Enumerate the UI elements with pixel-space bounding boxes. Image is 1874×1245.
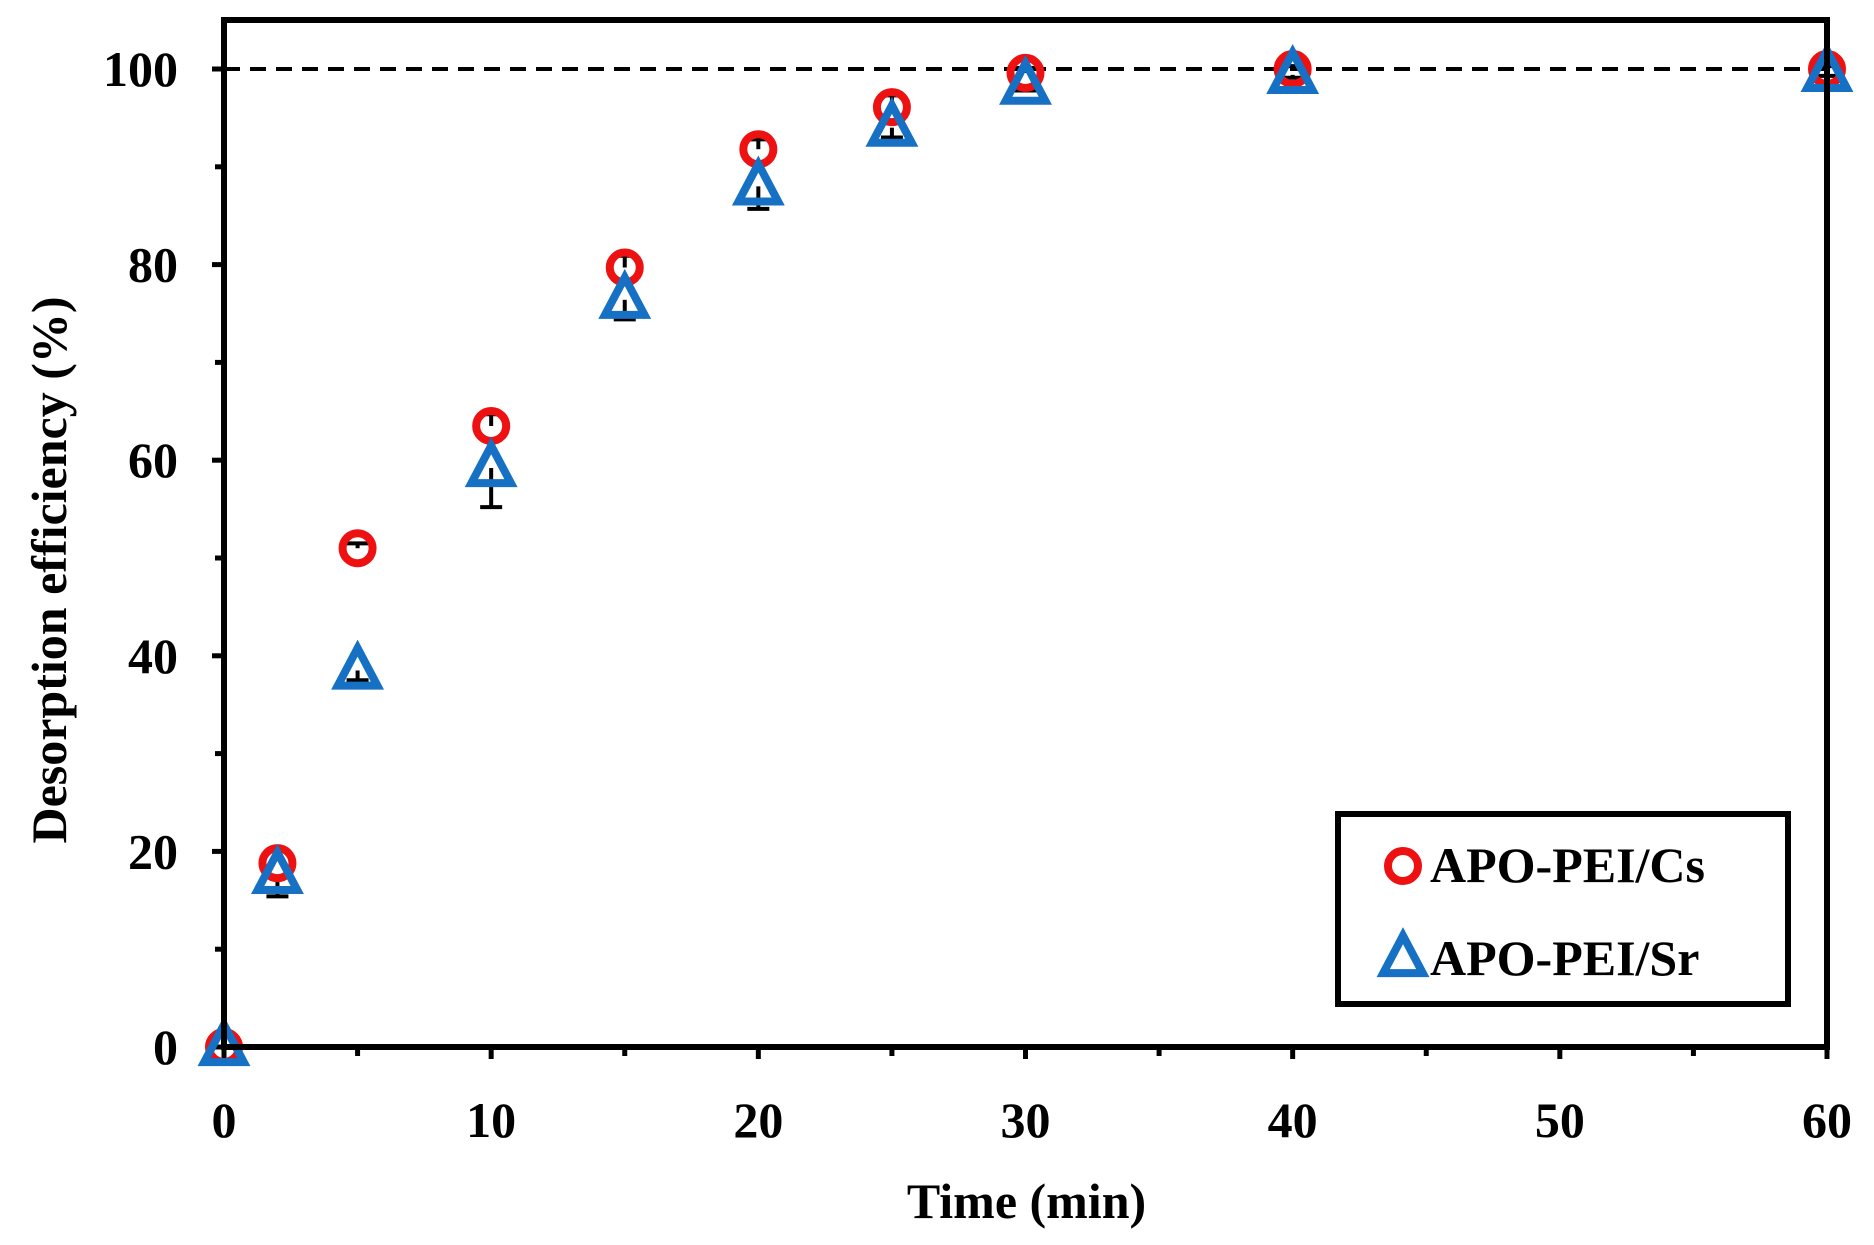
legend: APO-PEI/Cs APO-PEI/Sr bbox=[1335, 811, 1791, 1007]
legend-marker-circle bbox=[1384, 847, 1422, 885]
y-tick-label: 100 bbox=[103, 41, 178, 97]
y-tick-label: 60 bbox=[128, 432, 178, 488]
x-tick-label: 50 bbox=[1535, 1092, 1585, 1148]
point-cs bbox=[338, 529, 377, 568]
x-tick-label: 10 bbox=[466, 1092, 516, 1148]
axis-tick-labels: 0 10 20 30 40 50 60 0 20 40 60 80 100 bbox=[103, 41, 1852, 1148]
x-tick-label: 30 bbox=[1001, 1092, 1051, 1148]
point-cs bbox=[872, 88, 911, 127]
legend-marker-triangle bbox=[1376, 927, 1430, 978]
point-sr bbox=[865, 96, 919, 147]
legend-label-cs: APO-PEI/Cs bbox=[1430, 837, 1705, 893]
legend-label-sr: APO-PEI/Sr bbox=[1430, 930, 1699, 986]
plot-frame bbox=[221, 17, 1830, 1050]
y-tick-label: 20 bbox=[128, 823, 178, 879]
point-sr bbox=[464, 437, 518, 488]
x-axis-title: Time (min) bbox=[907, 1173, 1146, 1229]
point-sr bbox=[197, 1016, 251, 1067]
y-tick-label: 0 bbox=[153, 1019, 178, 1075]
point-sr bbox=[331, 639, 385, 690]
point-sr bbox=[999, 54, 1052, 105]
x-tick-label: 0 bbox=[212, 1092, 237, 1148]
point-sr bbox=[250, 843, 304, 894]
x-tick-label: 60 bbox=[1802, 1092, 1852, 1148]
x-tick-label: 20 bbox=[733, 1092, 783, 1148]
data-points bbox=[197, 42, 1854, 1067]
y-axis-title: Desorption efficiency (%) bbox=[21, 296, 77, 843]
x-tick-label: 40 bbox=[1268, 1092, 1318, 1148]
y-tick-label: 80 bbox=[128, 237, 178, 293]
point-sr bbox=[1266, 43, 1320, 94]
point-sr bbox=[598, 268, 652, 319]
point-sr bbox=[731, 155, 785, 206]
y-tick-label: 40 bbox=[128, 628, 178, 684]
